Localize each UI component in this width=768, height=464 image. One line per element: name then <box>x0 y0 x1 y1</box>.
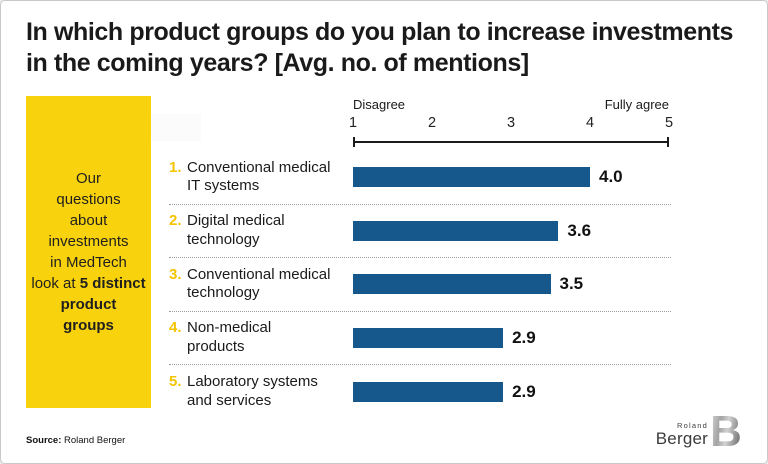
value-bar <box>353 381 504 402</box>
sidebar-note-regular: Our questions about investments in MedTe… <box>31 170 129 292</box>
bar-row: 2. Digital medical technology 3.6 <box>169 205 671 258</box>
value-label: 2.9 <box>512 327 536 347</box>
svg-text:B: B <box>711 408 741 450</box>
category-label: Conventional medical technology <box>187 265 331 302</box>
axis-right-label: Fully agree <box>604 97 669 112</box>
source-note: Source: Roland Berger <box>26 435 125 446</box>
category-label: Non-medical products <box>187 319 272 355</box>
sidebar-note-text: Our questions about investments in MedTe… <box>31 168 145 336</box>
decor-rect <box>151 114 201 141</box>
rank-label: 1. <box>169 158 182 176</box>
row-head: 2. Digital medical technology <box>169 212 353 249</box>
rank-label: 5. <box>169 373 182 391</box>
logo: Roland Berger B <box>656 408 741 450</box>
sidebar-note: Our questions about investments in MedTe… <box>26 96 151 408</box>
value-bar <box>353 220 559 241</box>
axis-end-tick-right <box>667 137 669 147</box>
bar-wrap: 2.9 <box>353 381 536 402</box>
bar-row: 4. Non-medical products 2.9 <box>169 312 671 365</box>
bar-row: 1. Conventional medical IT systems 4.0 <box>169 151 671 205</box>
rank-label: 2. <box>169 212 182 230</box>
bar-row: 5. Laboratory systems and services 2.9 <box>169 365 671 419</box>
category-label: Digital medical technology <box>187 212 285 248</box>
row-head: 3. Conventional medical technology <box>169 266 353 303</box>
row-head: 5. Laboratory systems and services <box>169 373 353 410</box>
source-value: Roland Berger <box>61 435 126 446</box>
rank-label: 3. <box>169 265 182 283</box>
logo-text: Roland Berger <box>655 420 708 450</box>
category-label: Conventional medical IT systems <box>187 158 331 195</box>
bar-wrap: 2.9 <box>353 327 536 348</box>
row-head: 4. Non-medical products <box>169 319 353 356</box>
axis-tick: 4 <box>585 115 595 131</box>
value-label: 3.5 <box>559 274 584 294</box>
axis-tick: 1 <box>348 115 358 131</box>
axis-left-label: Disagree <box>353 97 406 112</box>
rank-label: 4. <box>169 319 182 337</box>
bar-rows: 1. Conventional medical IT systems 4.0 2. Di… <box>169 151 671 419</box>
bar-wrap: 3.5 <box>353 274 584 295</box>
value-label: 4.0 <box>599 167 623 187</box>
axis-tick: 2 <box>427 115 437 131</box>
logo-roland: Roland <box>677 420 708 430</box>
value-bar <box>353 167 590 188</box>
bar-wrap: 4.0 <box>353 167 623 188</box>
axis-end-tick-left <box>353 137 355 147</box>
chart-title: In which product groups do you plan to i… <box>26 18 734 77</box>
logo-b-icon: B <box>711 408 741 450</box>
axis-ticks: 1 2 3 4 5 <box>349 115 673 133</box>
axis-tick: 3 <box>506 115 516 131</box>
axis-line <box>353 141 669 143</box>
bar-wrap: 3.6 <box>353 220 592 241</box>
logo-berger: Berger <box>655 429 708 448</box>
value-label: 3.6 <box>567 220 592 240</box>
bar-row: 3. Conventional medical technology 3.5 <box>169 258 671 312</box>
category-label: Laboratory systems and services <box>187 373 318 409</box>
sidebar-note-bold: 5 distinct product groups <box>60 275 146 334</box>
value-bar <box>353 327 504 348</box>
value-label: 2.9 <box>512 381 536 401</box>
value-bar <box>353 274 551 295</box>
row-head: 1. Conventional medical IT systems <box>169 159 353 196</box>
axis-tick: 5 <box>664 115 674 131</box>
axis-labels: Disagree Fully agree <box>353 97 669 112</box>
source-label: Source: <box>26 435 62 446</box>
